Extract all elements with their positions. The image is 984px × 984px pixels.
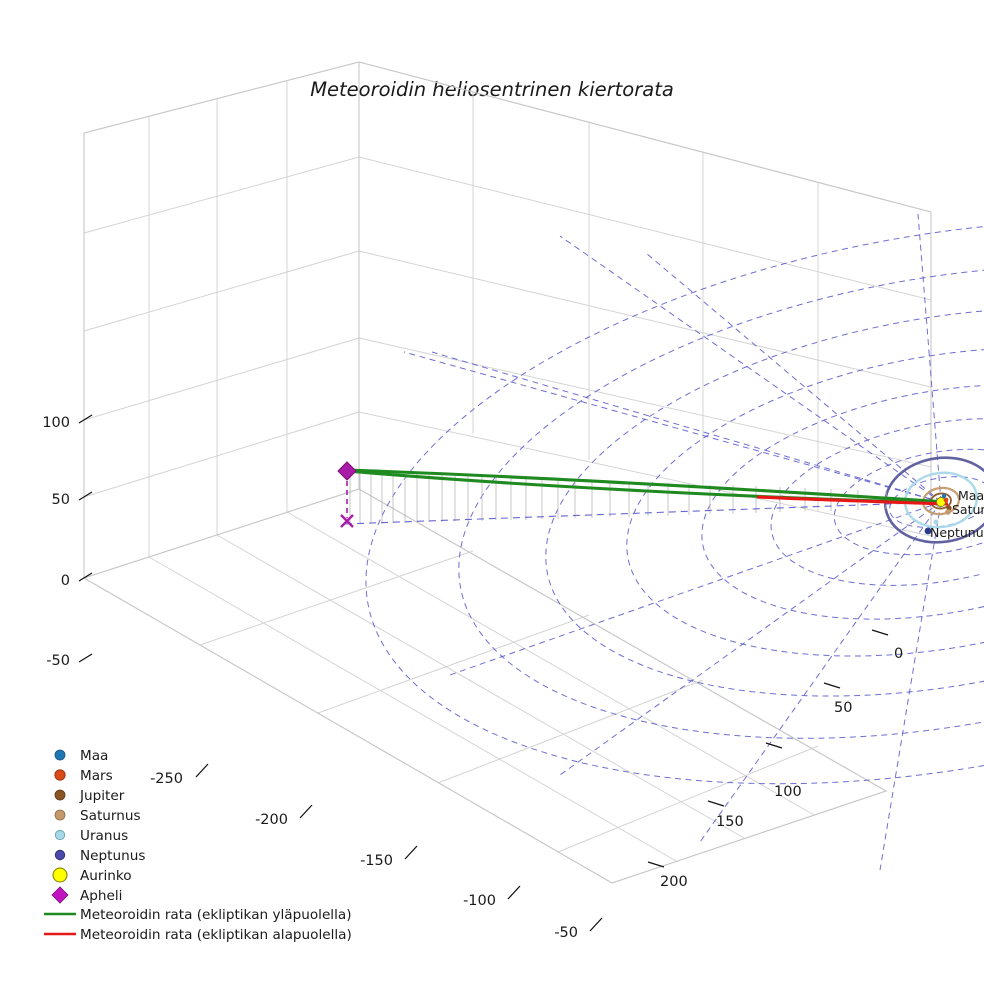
- x-tick-label-2: -150: [360, 853, 393, 869]
- legend-item-maa[interactable]: Maa: [54, 748, 108, 764]
- floor-pane-grid: [82, 488, 888, 884]
- legend-marker-circle-icon: [54, 849, 66, 861]
- y-tick-label-3: 150: [716, 814, 744, 830]
- legend-label: Maa: [80, 748, 108, 764]
- z-tick-label-2: 0: [61, 573, 70, 589]
- x-tick-label-0: -250: [150, 771, 183, 787]
- y-axis: 0 50 100 150 200: [647, 629, 903, 890]
- legend-label: Jupiter: [79, 788, 125, 804]
- legend-item-orbit-below-ecliptic[interactable]: Meteoroidin rata (ekliptikan alapuolella…: [44, 927, 352, 943]
- page-title: Meteoroidin heliosentrinen kiertorata: [310, 78, 674, 101]
- annotation-saturnus: Saturnus: [952, 502, 984, 517]
- aphelion-group: [337, 461, 357, 528]
- planet-orbits: [883, 456, 984, 544]
- aphelion-projection-x-marker: [340, 514, 354, 528]
- orbit-uranus: [903, 471, 979, 529]
- legend-label: Saturnus: [80, 808, 141, 824]
- legend-marker-circle-icon: [52, 867, 68, 883]
- meteoroid-orbit-below-ecliptic: [756, 495, 949, 506]
- legend-item-aurinko[interactable]: Aurinko: [52, 867, 132, 884]
- y-tick-label-2: 100: [774, 784, 802, 800]
- legend-label: Meteoroidin rata (ekliptikan alapuolella…: [80, 927, 352, 943]
- marker-mars: [943, 497, 949, 503]
- marker-maa: [941, 493, 947, 499]
- axes-panes: [82, 61, 932, 884]
- y-tick-label-1: 50: [834, 700, 852, 716]
- left-pane-grid: [83, 61, 360, 578]
- orbit-stem-lines: [349, 471, 887, 523]
- x-tick-label-3: -100: [463, 893, 496, 909]
- legend-item-mars[interactable]: Mars: [54, 768, 113, 784]
- legend-marker-circle-icon: [54, 749, 66, 761]
- legend-label: Mars: [80, 768, 113, 784]
- back-pane-grid: [358, 61, 932, 537]
- legend-item-jupiter[interactable]: Jupiter: [54, 788, 125, 804]
- sun-and-planet-markers: [924, 493, 952, 535]
- legend-label: Uranus: [80, 828, 128, 844]
- y-tick-label-0: 0: [894, 646, 903, 662]
- polar-reference-grid: [365, 213, 984, 871]
- marker-saturnus: [945, 509, 951, 515]
- aphelion-marker: [337, 461, 357, 481]
- orbit-neptunus: [883, 456, 984, 544]
- legend-item-saturnus[interactable]: Saturnus: [54, 808, 141, 824]
- z-tick-label-3: -50: [46, 653, 70, 669]
- y-tick-label-4: 200: [660, 874, 688, 890]
- legend-marker-circle-icon: [54, 809, 66, 821]
- legend-marker-circle-icon: [54, 829, 66, 841]
- x-axis: -250 -200 -150 -100 -50: [150, 763, 603, 941]
- marker-uranus: [933, 519, 939, 525]
- annotation-maa: Maa: [958, 488, 984, 503]
- x-tick-label-4: -50: [554, 925, 578, 941]
- ecliptic-reference-line: [344, 501, 942, 525]
- x-tick-label-1: -200: [255, 812, 288, 828]
- legend-label: Aurinko: [80, 868, 132, 884]
- z-tick-label-1: 50: [52, 492, 70, 508]
- legend-marker-diamond-icon: [51, 886, 69, 904]
- planet-annotations: Maa Saturnus Neptunus: [930, 488, 984, 540]
- legend-label: Meteoroidin rata (ekliptikan yläpuolella…: [80, 907, 352, 923]
- legend-item-orbit-above-ecliptic[interactable]: Meteoroidin rata (ekliptikan yläpuolella…: [44, 907, 352, 923]
- legend-item-neptunus[interactable]: Neptunus: [54, 848, 145, 864]
- meteoroid-orbit-above-ecliptic-return: [346, 469, 947, 505]
- marker-neptunus: [924, 527, 932, 535]
- annotation-neptunus: Neptunus: [930, 525, 984, 540]
- z-axis: 100 50 0 -50: [42, 414, 93, 669]
- legend-marker-circle-icon: [54, 769, 66, 781]
- legend-marker-circle-icon: [54, 789, 66, 801]
- legend-item-apheli[interactable]: Apheli: [51, 886, 122, 904]
- legend-label: Neptunus: [80, 848, 145, 864]
- legend-item-uranus[interactable]: Uranus: [54, 828, 128, 844]
- z-tick-label-0: 100: [42, 415, 70, 431]
- legend[interactable]: Maa Mars Jupiter Saturnus Uranus: [44, 748, 352, 943]
- meteoroid-orbit-above-ecliptic: [346, 468, 947, 504]
- legend-label: Apheli: [80, 888, 122, 904]
